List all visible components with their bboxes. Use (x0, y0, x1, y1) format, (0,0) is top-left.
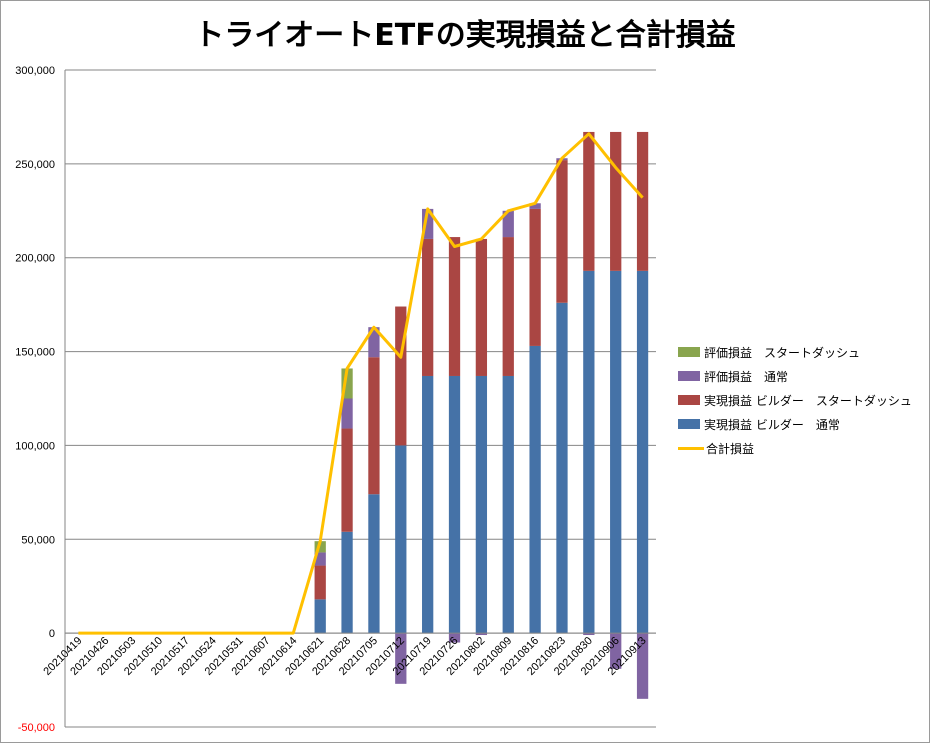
bar-segment (610, 270, 622, 634)
bar-segment (341, 368, 353, 399)
bar-segment (636, 270, 649, 634)
legend-swatch (678, 419, 700, 429)
legend-label: 評価損益 通常 (704, 369, 789, 384)
x-axis-ticks: 2021041920210426202105032021051020210517… (41, 635, 648, 678)
y-tick-label: 300,000 (15, 65, 55, 77)
bar-segment (448, 237, 461, 376)
y-tick-label: 250,000 (15, 159, 55, 171)
legend-swatch (678, 347, 700, 357)
legend-label: 実現損益 ビルダー スタートダッシュ (704, 393, 912, 408)
legend-label: 評価損益 スタートダッシュ (704, 345, 861, 360)
y-tick-label: 100,000 (15, 440, 55, 452)
bar-segment (475, 238, 488, 376)
bar-segment (395, 306, 407, 446)
bar-segment (314, 599, 326, 634)
bar-segment (314, 565, 326, 600)
legend-swatch (678, 395, 700, 405)
legend-item: 合計損益 (678, 436, 912, 460)
legend-line-swatch (678, 446, 704, 450)
bar-segment (368, 327, 380, 358)
bar-segment (341, 398, 353, 429)
bar-segment (475, 633, 488, 636)
total-line-series (78, 132, 644, 635)
bar-segment (314, 541, 326, 553)
bar-segment (502, 210, 514, 238)
legend-item: 実現損益 ビルダー スタートダッシュ (678, 388, 912, 412)
bar-segment (422, 238, 434, 376)
bar-segment (422, 208, 434, 239)
bar-segment (583, 131, 595, 271)
bar-segment (448, 633, 461, 643)
chart-title: トライオートETFの実現損益と合計損益 (194, 18, 736, 53)
bar-segment (395, 633, 407, 684)
bar-segment (341, 428, 353, 532)
legend-item: 評価損益 スタートダッシュ (678, 340, 912, 364)
legend-item: 評価損益 通常 (678, 364, 912, 388)
bar-segment (395, 445, 407, 634)
legend-swatch (678, 371, 700, 381)
bar-segment (341, 531, 353, 634)
bar-segment (610, 633, 622, 669)
total-line (78, 132, 644, 635)
bar-segment (502, 237, 514, 376)
legend: 評価損益 スタートダッシュ 評価損益 通常 実現損益 ビルダー スタートダッシュ… (678, 340, 912, 460)
bar-segment (502, 375, 514, 634)
bar-segment (636, 633, 649, 699)
bar-segment (422, 375, 434, 634)
bar-segment (583, 270, 595, 634)
bars (314, 131, 649, 699)
bar-segment (529, 208, 541, 346)
y-tick-label: 200,000 (15, 253, 55, 265)
legend-item: 実現損益 ビルダー 通常 (678, 412, 912, 436)
bar-segment (556, 160, 568, 303)
legend-label: 実現損益 ビルダー 通常 (704, 417, 840, 432)
y-tick-label: -50,000 (18, 722, 55, 734)
bar-segment (636, 131, 649, 271)
bar-segment (529, 203, 541, 209)
y-tick-label: 0 (49, 628, 55, 640)
y-tick-label: 50,000 (21, 534, 55, 546)
y-tick-label: 150,000 (15, 347, 55, 359)
bar-segment (368, 357, 380, 495)
bar-segment (583, 633, 595, 636)
bar-segment (529, 345, 541, 634)
bar-segment (610, 131, 622, 271)
legend-label: 合計損益 (706, 441, 755, 456)
bar-segment (314, 552, 326, 566)
bar-segment (368, 494, 380, 634)
bar-segment (448, 375, 461, 634)
bar-segment (556, 302, 568, 634)
y-axis-ticks: 300,000 250,000 200,000 150,000 100,000 50,00… (15, 65, 55, 734)
bar-segment (475, 375, 488, 634)
